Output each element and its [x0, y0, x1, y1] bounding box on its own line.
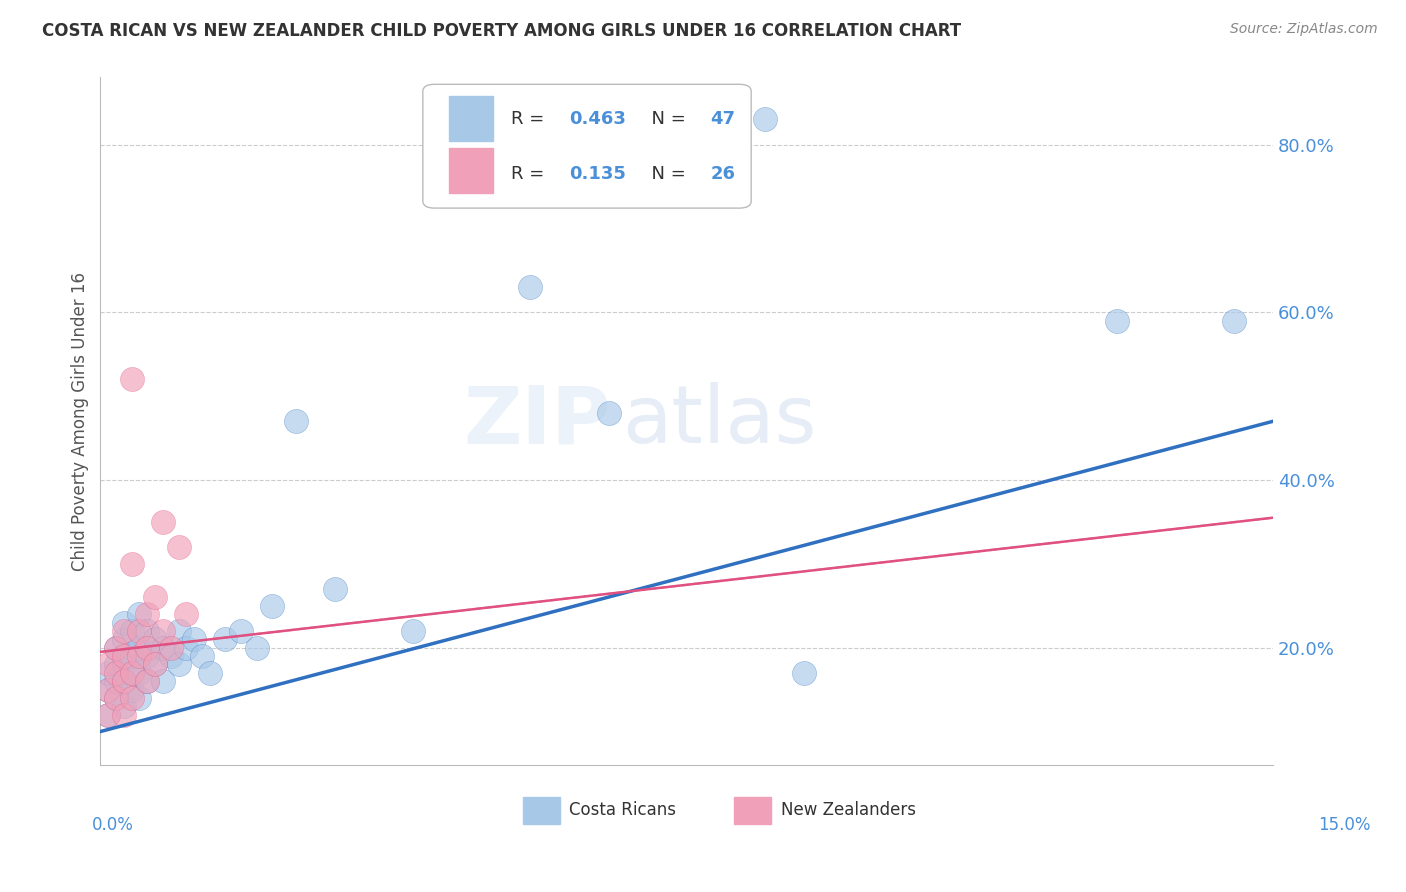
Point	[262, 599, 284, 613]
Point	[104, 691, 127, 706]
Point	[323, 582, 346, 596]
Point	[121, 665, 143, 680]
Point	[167, 624, 190, 638]
Point	[167, 540, 190, 554]
Text: ZIP: ZIP	[463, 383, 610, 460]
Point	[598, 406, 620, 420]
Point	[112, 649, 135, 664]
Point	[128, 607, 150, 622]
Point	[112, 632, 135, 647]
Point	[128, 640, 150, 655]
Point	[112, 674, 135, 689]
Point	[152, 674, 174, 689]
Point	[246, 640, 269, 655]
Point	[121, 372, 143, 386]
Text: R =: R =	[510, 165, 550, 183]
Point	[167, 657, 190, 672]
Point	[121, 682, 143, 697]
Point	[104, 665, 127, 680]
Point	[136, 640, 159, 655]
Point	[97, 657, 120, 672]
Point	[793, 665, 815, 680]
Bar	[523, 797, 560, 823]
Text: 0.0%: 0.0%	[91, 816, 134, 834]
Point	[97, 682, 120, 697]
Y-axis label: Child Poverty Among Girls Under 16: Child Poverty Among Girls Under 16	[72, 272, 89, 571]
Point	[97, 707, 120, 722]
Point	[104, 640, 127, 655]
Bar	[449, 96, 494, 141]
Text: 0.135: 0.135	[569, 165, 626, 183]
Point	[183, 632, 205, 647]
Point	[136, 674, 159, 689]
Point	[97, 682, 120, 697]
Point	[136, 649, 159, 664]
Point	[97, 707, 120, 722]
Text: N =: N =	[640, 110, 692, 128]
Point	[176, 607, 198, 622]
Bar	[734, 797, 770, 823]
Point	[128, 691, 150, 706]
Text: COSTA RICAN VS NEW ZEALANDER CHILD POVERTY AMONG GIRLS UNDER 16 CORRELATION CHAR: COSTA RICAN VS NEW ZEALANDER CHILD POVER…	[42, 22, 962, 40]
Point	[128, 624, 150, 638]
Point	[104, 640, 127, 655]
Point	[97, 665, 120, 680]
Text: 15.0%: 15.0%	[1319, 816, 1371, 834]
Text: R =: R =	[510, 110, 550, 128]
Text: 47: 47	[710, 110, 735, 128]
Point	[112, 674, 135, 689]
Point	[121, 557, 143, 571]
Point	[214, 632, 236, 647]
Point	[112, 615, 135, 630]
Text: N =: N =	[640, 165, 692, 183]
FancyBboxPatch shape	[423, 85, 751, 208]
Point	[128, 649, 150, 664]
Point	[191, 649, 214, 664]
Point	[136, 624, 159, 638]
Point	[112, 699, 135, 714]
Point	[112, 707, 135, 722]
Point	[159, 649, 181, 664]
Text: 0.463: 0.463	[569, 110, 626, 128]
Text: atlas: atlas	[623, 383, 817, 460]
Text: 26: 26	[710, 165, 735, 183]
Point	[176, 640, 198, 655]
Point	[121, 649, 143, 664]
Point	[152, 624, 174, 638]
Point	[198, 665, 221, 680]
Point	[152, 515, 174, 529]
Point	[112, 624, 135, 638]
Point	[121, 665, 143, 680]
Point	[402, 624, 425, 638]
Point	[104, 691, 127, 706]
Point	[1223, 313, 1246, 327]
Point	[229, 624, 252, 638]
Point	[159, 640, 181, 655]
Point	[128, 665, 150, 680]
Point	[104, 657, 127, 672]
Point	[143, 657, 166, 672]
Point	[754, 112, 776, 127]
Point	[136, 607, 159, 622]
Point	[112, 657, 135, 672]
Point	[121, 691, 143, 706]
Point	[1105, 313, 1128, 327]
Text: Costa Ricans: Costa Ricans	[569, 802, 676, 820]
Point	[519, 280, 541, 294]
Text: New Zealanders: New Zealanders	[780, 802, 915, 820]
Point	[143, 632, 166, 647]
Point	[284, 414, 307, 428]
Point	[121, 624, 143, 638]
Point	[143, 657, 166, 672]
Point	[143, 591, 166, 605]
Point	[152, 640, 174, 655]
Text: Source: ZipAtlas.com: Source: ZipAtlas.com	[1230, 22, 1378, 37]
Point	[104, 674, 127, 689]
Bar	[449, 148, 494, 193]
Point	[136, 674, 159, 689]
